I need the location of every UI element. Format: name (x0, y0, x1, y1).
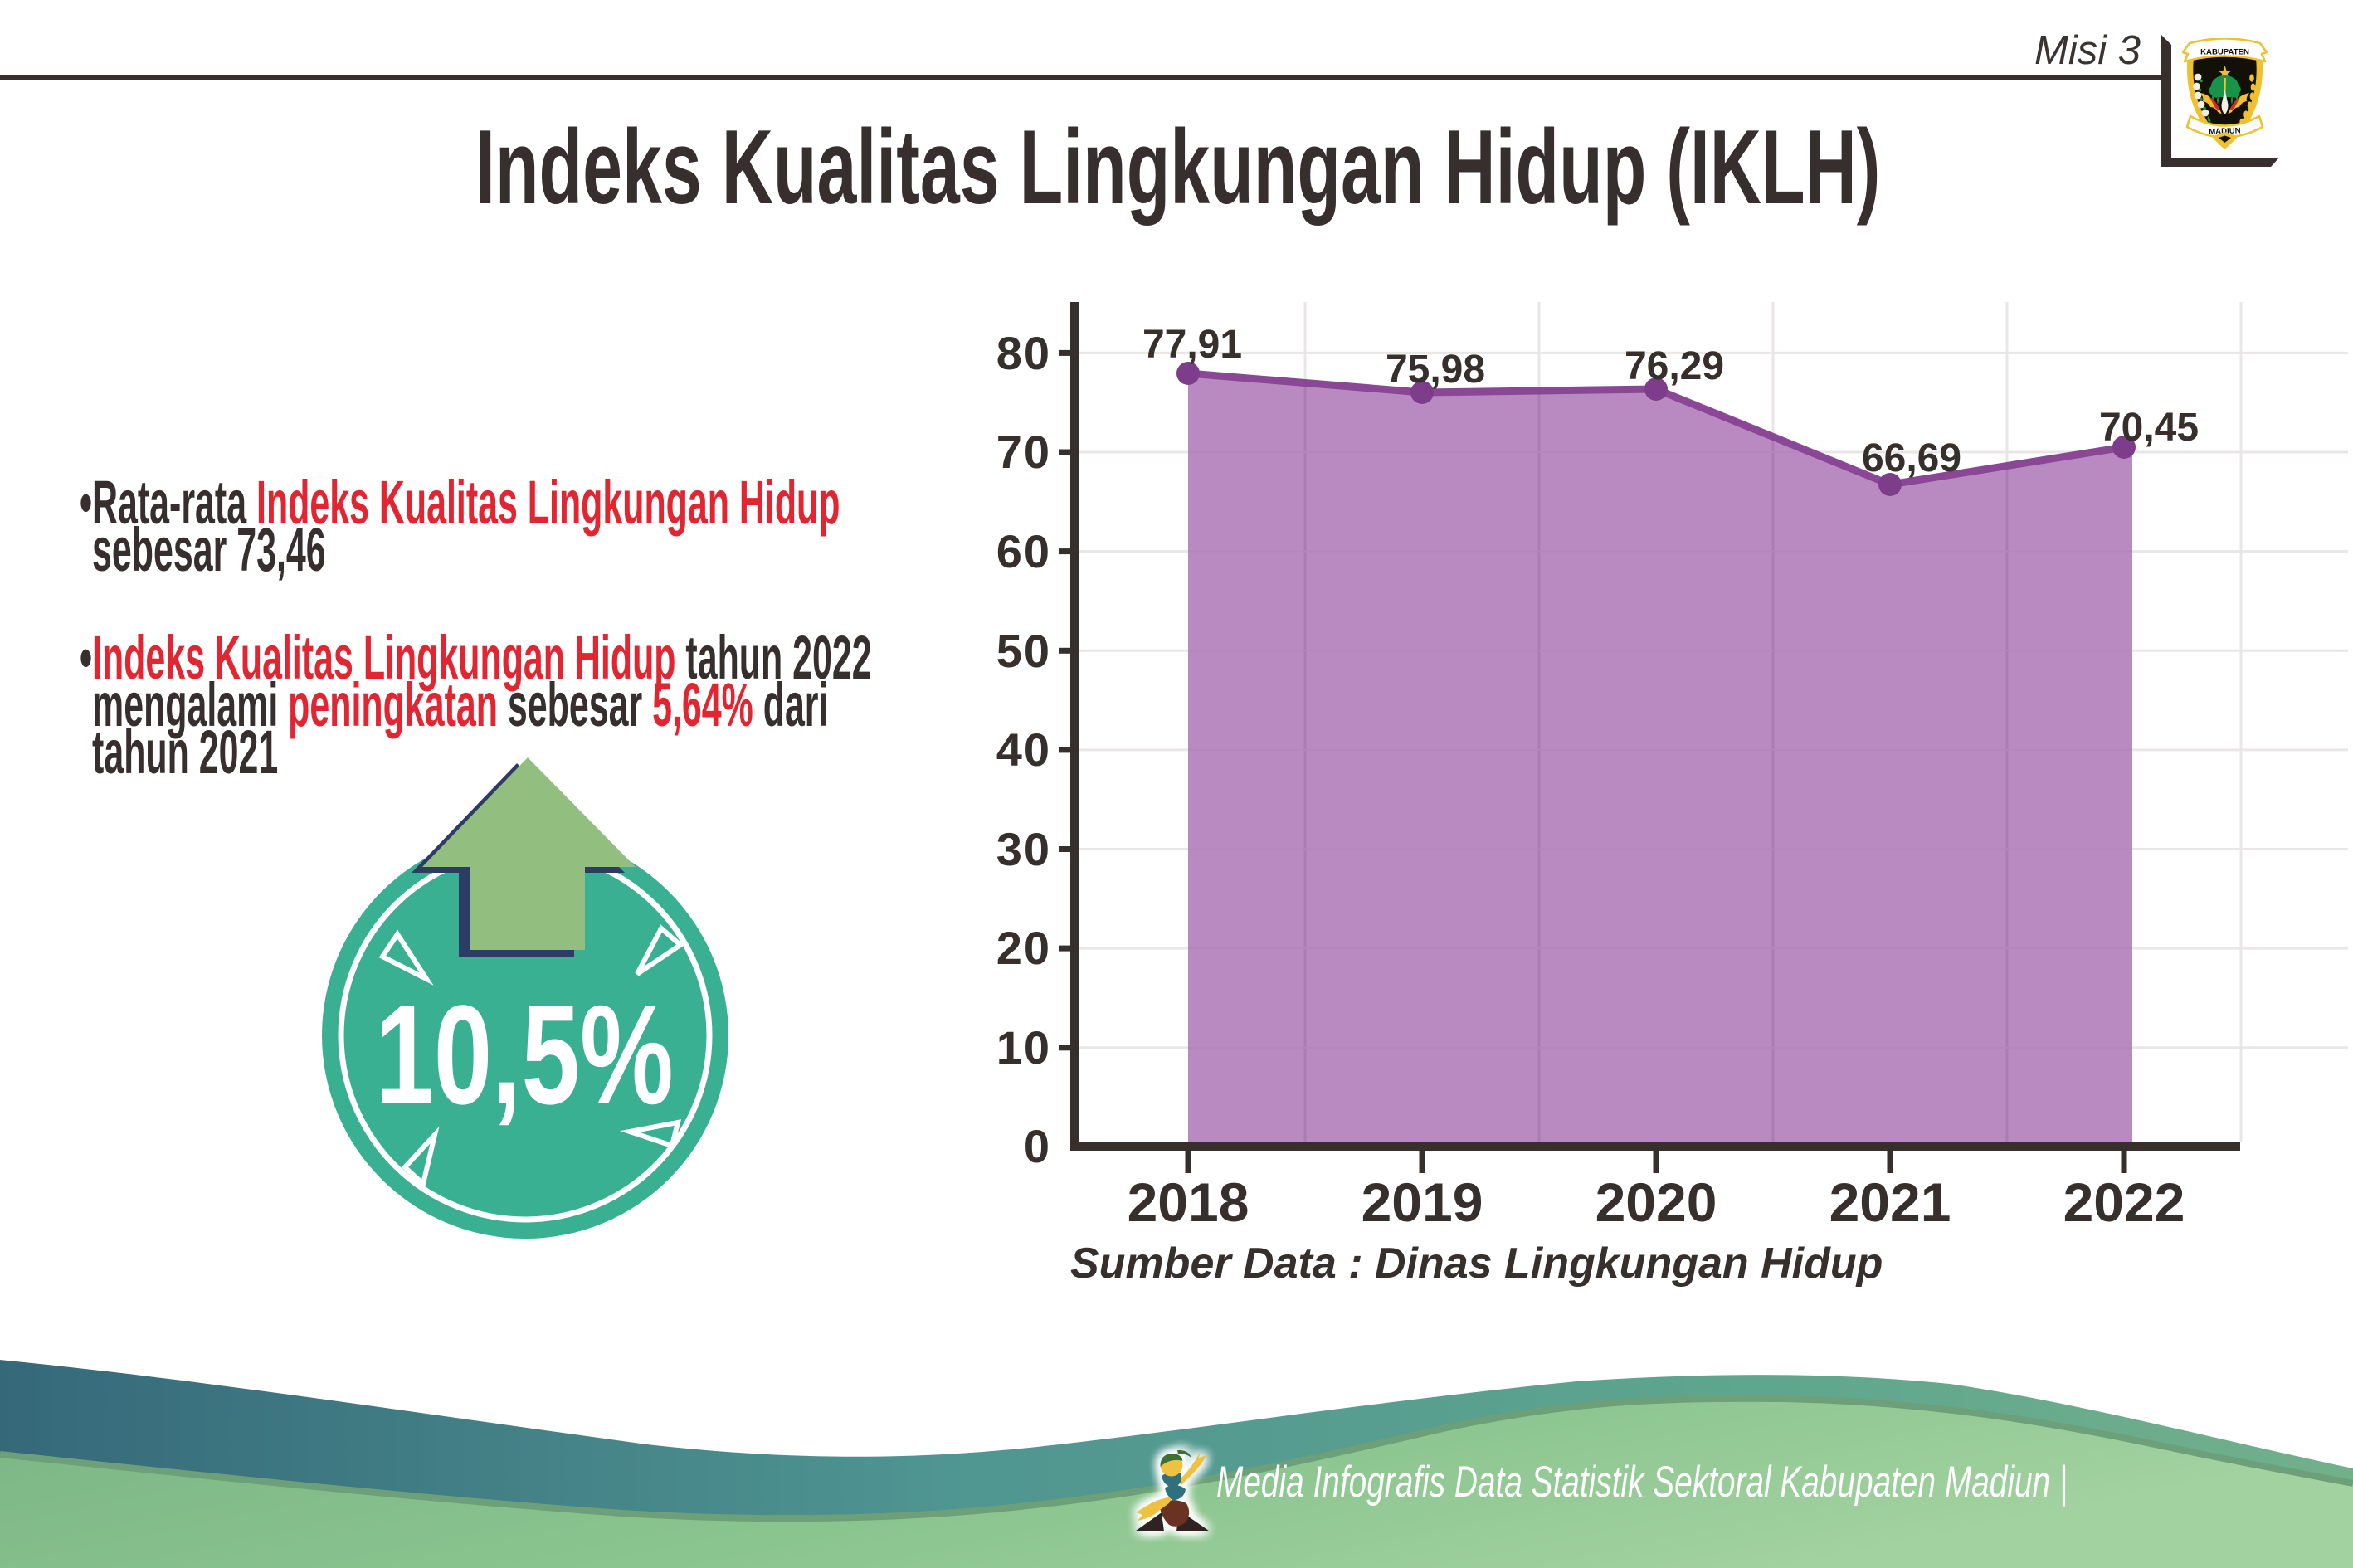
svg-text:10: 10 (996, 1021, 1051, 1074)
svg-text:2022: 2022 (2063, 1171, 2185, 1233)
svg-text:2019: 2019 (1362, 1171, 1483, 1233)
svg-text:76,29: 76,29 (1625, 344, 1724, 388)
svg-text:Media Infografis Data Statisti: Media Infografis Data Statistik Sektoral… (1216, 1458, 2068, 1507)
svg-text:77,91: 77,91 (1142, 323, 1242, 367)
svg-text:2018: 2018 (1128, 1171, 1250, 1233)
svg-text:66,69: 66,69 (1862, 436, 1961, 480)
svg-text:50: 50 (996, 625, 1051, 677)
svg-text:75,98: 75,98 (1386, 348, 1485, 392)
svg-text:70: 70 (996, 426, 1051, 478)
svg-text:2020: 2020 (1595, 1171, 1717, 1233)
svg-text:40: 40 (996, 723, 1051, 776)
svg-text:Sumber Data : Dinas Lingkungan: Sumber Data : Dinas Lingkungan Hidup (1070, 1239, 1883, 1288)
svg-text:30: 30 (996, 823, 1051, 875)
svg-text:20: 20 (996, 922, 1051, 974)
svg-text:2021: 2021 (1829, 1171, 1951, 1233)
svg-text:60: 60 (996, 525, 1051, 577)
svg-text:10,5%: 10,5% (375, 976, 674, 1133)
svg-text:70,45: 70,45 (2099, 406, 2199, 450)
svg-text:MADIUN: MADIUN (2209, 126, 2241, 136)
svg-text:0: 0 (1024, 1120, 1051, 1172)
svg-text:80: 80 (996, 327, 1051, 379)
svg-text:KABUPATEN: KABUPATEN (2200, 48, 2249, 57)
